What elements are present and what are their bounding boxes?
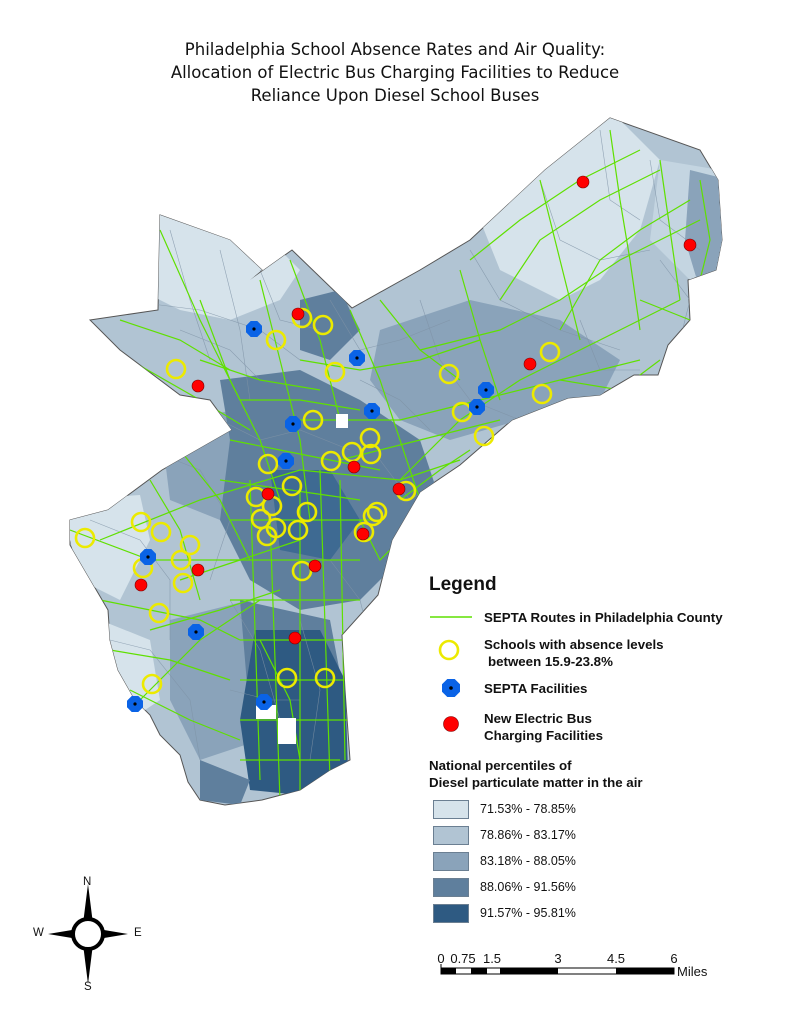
school-marker — [473, 425, 495, 447]
title-line-1: Philadelphia School Absence Rates and Ai… — [184, 40, 606, 59]
school-marker — [281, 475, 303, 497]
charging-facility-marker — [191, 563, 205, 577]
charging-facility-marker — [392, 482, 406, 496]
septa-facility-marker — [349, 350, 365, 366]
septa-facility-marker — [256, 694, 272, 710]
school-marker — [314, 667, 336, 689]
school-marker — [291, 307, 313, 329]
septa-facility-marker — [469, 399, 485, 415]
charging-facility-marker — [288, 631, 302, 645]
school-marker — [324, 361, 346, 383]
charging-facility-marker — [191, 379, 205, 393]
septa-facility-marker — [364, 403, 380, 419]
school-marker — [170, 549, 192, 571]
school-marker — [291, 560, 313, 582]
school-marker — [172, 572, 194, 594]
school-marker — [165, 358, 187, 380]
legend-septa-symbol — [442, 679, 460, 697]
zone-class5 — [200, 760, 250, 805]
septa-facility-marker — [127, 696, 143, 712]
scale-bar — [440, 964, 675, 975]
charging-facility-marker — [523, 357, 537, 371]
school-marker — [256, 525, 278, 547]
school-marker — [296, 501, 318, 523]
charging-facility-marker — [134, 578, 148, 592]
school-marker — [141, 673, 163, 695]
charging-facility-marker — [347, 460, 361, 474]
legend-school-symbol — [438, 639, 460, 661]
school-marker — [320, 450, 342, 472]
septa-facility-marker — [246, 321, 262, 337]
school-marker — [130, 511, 152, 533]
school-marker — [150, 521, 172, 543]
school-marker — [312, 314, 334, 336]
school-marker — [362, 505, 384, 527]
septa-facility-marker — [478, 382, 494, 398]
septa-facility-marker — [188, 624, 204, 640]
charging-facility-marker — [261, 487, 275, 501]
white-parcel — [336, 414, 348, 428]
school-marker — [276, 667, 298, 689]
school-marker — [359, 427, 381, 449]
septa-facility-marker — [285, 416, 301, 432]
septa-facility-marker — [140, 549, 156, 565]
map-title: Philadelphia School Absence Rates and Ai… — [0, 38, 790, 107]
school-marker — [360, 443, 382, 465]
school-marker — [302, 409, 324, 431]
school-marker — [353, 521, 375, 543]
school-marker — [539, 341, 561, 363]
school-marker — [287, 519, 309, 541]
school-marker — [179, 534, 201, 556]
charging-facility-marker — [356, 527, 370, 541]
school-marker — [531, 383, 553, 405]
septa-facility-markers — [127, 321, 494, 712]
charging-facility-marker — [576, 175, 590, 189]
title-line-3: Reliance Upon Diesel School Buses — [250, 86, 540, 105]
school-marker — [74, 527, 96, 549]
charging-facility-marker — [291, 307, 305, 321]
school-marker — [438, 363, 460, 385]
white-parcel — [278, 718, 296, 744]
school-marker — [257, 453, 279, 475]
septa-facility-marker — [278, 453, 294, 469]
compass-rose — [48, 884, 128, 984]
charging-facility-markers — [134, 175, 697, 645]
charging-facility-marker — [308, 559, 322, 573]
charging-facility-marker — [683, 238, 697, 252]
school-marker — [366, 501, 388, 523]
legend-charging-symbol — [443, 716, 459, 732]
title-line-2: Allocation of Electric Bus Charging Faci… — [170, 63, 620, 82]
school-marker — [265, 329, 287, 351]
zone-class4 — [300, 290, 360, 360]
school-marker — [148, 602, 170, 624]
